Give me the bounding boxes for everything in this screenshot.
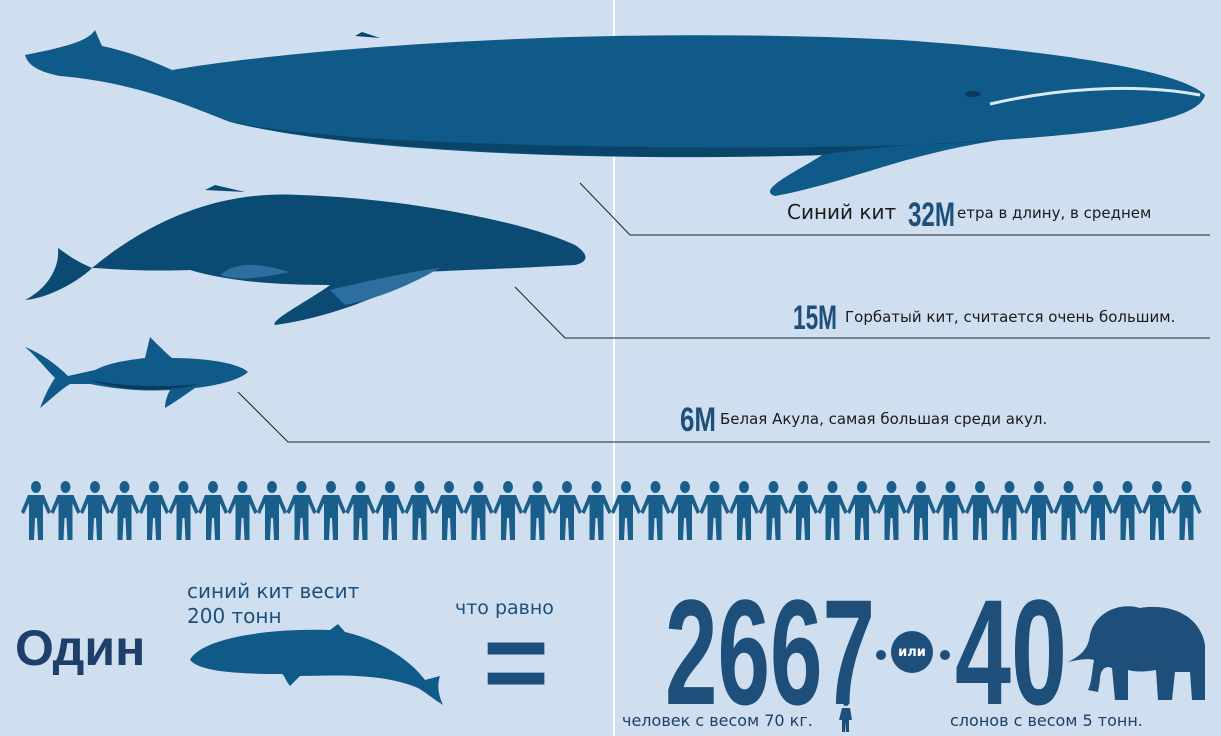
elephant-count: 40 — [955, 568, 1067, 736]
person — [1024, 481, 1054, 540]
person — [729, 481, 759, 540]
label: Синий кит — [787, 200, 896, 224]
person — [21, 480, 51, 540]
person — [139, 481, 169, 540]
whale-weighs: синий кит весит — [187, 579, 360, 603]
person — [758, 481, 789, 540]
shark — [25, 337, 248, 408]
people-count: 2667 — [665, 568, 875, 736]
people-row — [21, 480, 1202, 540]
one: Один — [15, 620, 145, 676]
person — [109, 481, 140, 540]
person — [345, 481, 376, 540]
person — [168, 481, 199, 540]
person — [670, 481, 700, 540]
people-caption: человек с весом 70 кг. — [622, 711, 813, 730]
person — [493, 481, 523, 540]
person — [611, 481, 641, 540]
length: 6М — [680, 401, 716, 439]
person — [404, 481, 435, 540]
person — [463, 481, 494, 540]
person — [640, 481, 671, 540]
length: 15М — [793, 299, 837, 337]
person — [965, 481, 995, 540]
person — [1083, 481, 1113, 540]
caption: етра в длину, в среднем — [957, 204, 1151, 222]
person — [581, 481, 612, 540]
person — [552, 481, 582, 540]
whale-icon — [190, 624, 443, 705]
person — [994, 481, 1025, 540]
person — [876, 481, 907, 540]
caption: Белая Акула, самая большая среди акул. — [720, 410, 1047, 428]
person — [906, 481, 936, 540]
leader-line — [514, 286, 1210, 339]
person — [817, 481, 848, 540]
equals-sign: = — [483, 601, 549, 724]
person — [286, 481, 317, 540]
caption: Горбатый кит, считается очень большим. — [845, 308, 1175, 326]
tons: 200 тонн — [187, 604, 282, 628]
person — [1112, 481, 1143, 540]
dot — [876, 650, 886, 660]
person-icon — [839, 700, 852, 732]
or: или — [898, 645, 926, 660]
person — [1171, 481, 1202, 540]
dot — [940, 650, 950, 660]
person — [227, 481, 258, 540]
person — [257, 481, 287, 540]
blue-whale — [25, 30, 1205, 196]
person — [1053, 481, 1084, 540]
person — [699, 481, 730, 540]
person — [935, 481, 966, 540]
person — [50, 481, 81, 540]
person — [434, 481, 464, 540]
elephant-icon — [1068, 606, 1205, 700]
person — [788, 481, 818, 540]
person — [316, 481, 346, 540]
elephant-caption: слонов с весом 5 тонн. — [950, 711, 1143, 730]
leader-line — [579, 182, 1210, 236]
person — [1142, 481, 1172, 540]
length: 32М — [908, 196, 955, 234]
person — [198, 481, 228, 540]
equals-text: что равно — [455, 597, 554, 619]
person — [375, 481, 405, 540]
or-badge — [891, 631, 933, 673]
person — [80, 481, 110, 540]
person — [522, 481, 553, 540]
person — [847, 481, 877, 540]
humpback-whale — [25, 185, 586, 325]
leader-line — [237, 391, 1210, 443]
